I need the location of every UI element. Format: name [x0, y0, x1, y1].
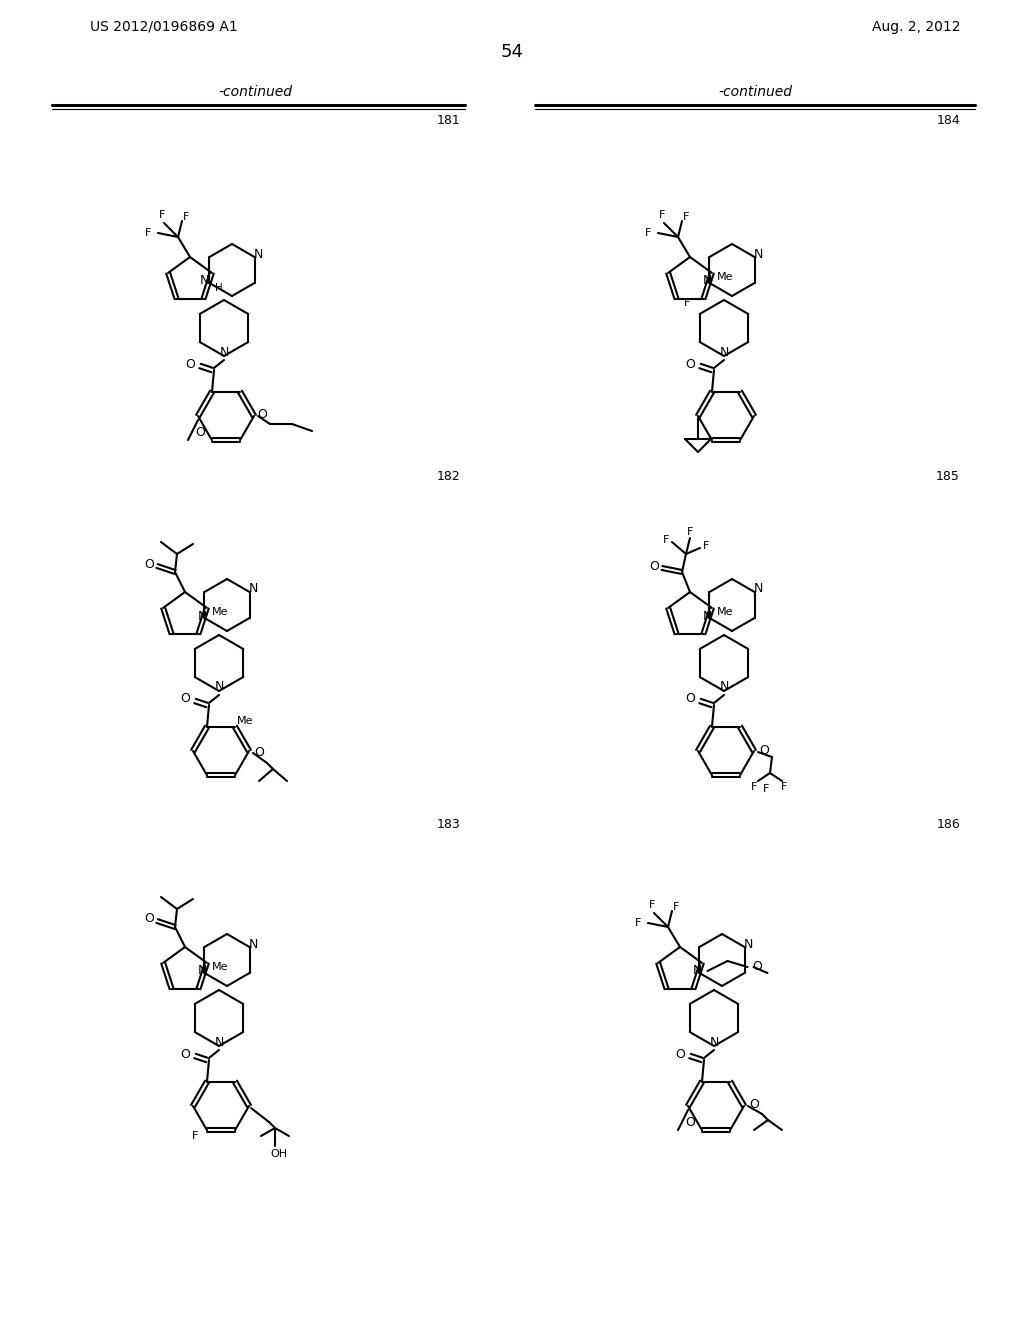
Text: F: F — [191, 1131, 199, 1142]
Text: F: F — [183, 213, 189, 222]
Text: Aug. 2, 2012: Aug. 2, 2012 — [871, 20, 961, 34]
Text: F: F — [781, 781, 787, 792]
Text: F: F — [663, 535, 670, 545]
Text: F: F — [673, 902, 679, 912]
Text: H: H — [215, 282, 222, 293]
Text: F: F — [649, 900, 655, 909]
Text: O: O — [185, 358, 195, 371]
Text: -continued: -continued — [218, 84, 292, 99]
Text: N: N — [710, 1035, 719, 1048]
Text: N: N — [693, 965, 702, 978]
Text: O: O — [257, 408, 267, 421]
Text: O: O — [753, 961, 763, 974]
Text: N: N — [200, 275, 209, 288]
Text: 181: 181 — [436, 114, 460, 127]
Text: N: N — [214, 681, 223, 693]
Text: N: N — [702, 610, 712, 623]
Text: N: N — [249, 582, 258, 595]
Text: N: N — [219, 346, 228, 359]
Text: F: F — [702, 541, 710, 550]
Text: F: F — [658, 210, 666, 220]
Text: 182: 182 — [436, 470, 460, 483]
Text: O: O — [144, 912, 154, 925]
Text: O: O — [144, 557, 154, 570]
Text: Me: Me — [717, 272, 734, 282]
Text: N: N — [702, 275, 712, 288]
Text: F: F — [159, 210, 165, 220]
Text: N: N — [719, 346, 729, 359]
Text: O: O — [675, 1048, 685, 1060]
Text: N: N — [743, 937, 754, 950]
Text: N: N — [198, 610, 207, 623]
Text: O: O — [180, 1048, 189, 1060]
Text: Me: Me — [237, 715, 253, 726]
Text: O: O — [685, 693, 695, 705]
Text: O: O — [750, 1097, 759, 1110]
Text: O: O — [649, 560, 658, 573]
Text: 54: 54 — [501, 44, 523, 61]
Text: 186: 186 — [936, 818, 961, 832]
Text: N: N — [214, 1035, 223, 1048]
Text: O: O — [685, 358, 695, 371]
Text: 183: 183 — [436, 818, 460, 832]
Text: O: O — [759, 744, 769, 758]
Text: Me: Me — [717, 607, 734, 616]
Text: 184: 184 — [936, 114, 961, 127]
Text: N: N — [254, 248, 263, 260]
Text: N: N — [249, 937, 258, 950]
Text: F: F — [763, 784, 769, 795]
Text: O: O — [180, 693, 189, 705]
Text: N: N — [754, 582, 763, 595]
Text: N: N — [198, 965, 207, 978]
Text: 185: 185 — [936, 470, 961, 483]
Text: Me: Me — [212, 962, 228, 972]
Text: O: O — [195, 425, 205, 438]
Text: OH: OH — [270, 1148, 288, 1159]
Text: F: F — [635, 917, 641, 928]
Text: N: N — [719, 681, 729, 693]
Text: -continued: -continued — [718, 84, 792, 99]
Text: Me: Me — [212, 607, 228, 616]
Text: O: O — [254, 747, 264, 759]
Text: N: N — [754, 248, 763, 260]
Text: US 2012/0196869 A1: US 2012/0196869 A1 — [90, 20, 238, 34]
Text: F: F — [645, 228, 651, 238]
Text: F: F — [684, 297, 691, 308]
Text: F: F — [687, 527, 693, 537]
Text: O: O — [685, 1115, 695, 1129]
Text: F: F — [683, 213, 689, 222]
Text: F: F — [751, 781, 757, 792]
Text: F: F — [144, 228, 152, 238]
